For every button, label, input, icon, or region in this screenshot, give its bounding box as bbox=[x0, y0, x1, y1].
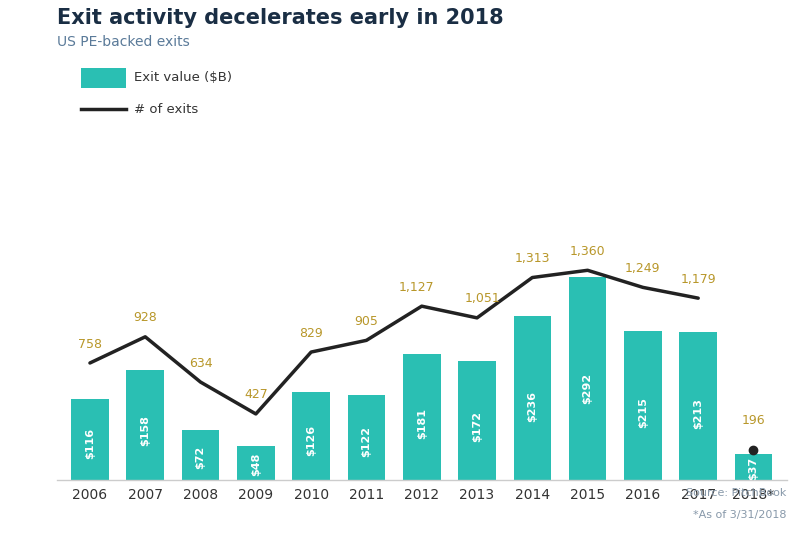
Text: 1,179: 1,179 bbox=[680, 273, 716, 286]
Bar bbox=[735, 454, 772, 480]
Text: Source: PitchBook: Source: PitchBook bbox=[686, 488, 787, 498]
Text: Exit value ($B): Exit value ($B) bbox=[134, 71, 232, 84]
Text: $236: $236 bbox=[527, 391, 538, 422]
Text: *As of 3/31/2018: *As of 3/31/2018 bbox=[693, 510, 787, 520]
Bar bbox=[292, 392, 330, 480]
Text: 1,051: 1,051 bbox=[465, 293, 500, 305]
Text: $116: $116 bbox=[85, 428, 95, 459]
Text: 758: 758 bbox=[78, 337, 102, 351]
Text: 928: 928 bbox=[133, 311, 157, 325]
Text: $48: $48 bbox=[251, 453, 261, 477]
Bar bbox=[237, 447, 275, 480]
Text: 427: 427 bbox=[244, 389, 268, 401]
Text: $213: $213 bbox=[693, 398, 703, 429]
Text: 905: 905 bbox=[354, 315, 379, 328]
Text: $122: $122 bbox=[362, 426, 371, 457]
Bar bbox=[458, 360, 496, 480]
Text: $292: $292 bbox=[582, 373, 593, 404]
Bar bbox=[182, 430, 219, 480]
Bar bbox=[513, 316, 551, 480]
Text: Exit activity decelerates early in 2018: Exit activity decelerates early in 2018 bbox=[57, 8, 504, 28]
Text: 1,313: 1,313 bbox=[514, 252, 550, 265]
Text: $72: $72 bbox=[195, 446, 205, 469]
Text: $37: $37 bbox=[749, 457, 758, 480]
Text: 634: 634 bbox=[189, 357, 212, 369]
Text: $215: $215 bbox=[638, 397, 648, 428]
Text: # of exits: # of exits bbox=[134, 103, 198, 116]
Text: $158: $158 bbox=[140, 415, 150, 446]
Bar bbox=[403, 354, 440, 480]
Text: $126: $126 bbox=[306, 425, 316, 456]
Bar bbox=[624, 330, 662, 480]
Text: 1,249: 1,249 bbox=[625, 262, 661, 275]
Bar bbox=[127, 370, 164, 480]
Text: 196: 196 bbox=[742, 414, 766, 427]
Text: 1,360: 1,360 bbox=[570, 245, 606, 258]
Text: $181: $181 bbox=[417, 408, 427, 439]
Text: 1,127: 1,127 bbox=[398, 281, 434, 294]
Bar bbox=[348, 395, 385, 480]
Text: 829: 829 bbox=[299, 327, 323, 340]
Text: $172: $172 bbox=[472, 410, 482, 441]
Bar bbox=[569, 277, 607, 480]
Bar bbox=[71, 399, 109, 480]
Text: US PE-backed exits: US PE-backed exits bbox=[57, 35, 190, 49]
Bar bbox=[680, 332, 717, 480]
